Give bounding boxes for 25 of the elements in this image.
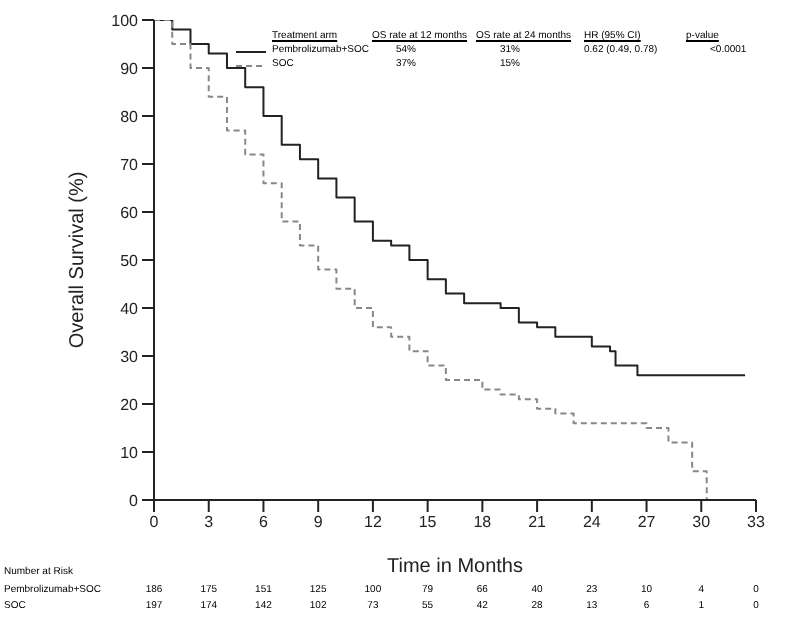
x-tick-label: 6 <box>259 513 269 532</box>
y-tick-label: 40 <box>120 299 140 318</box>
y-tick-label: 50 <box>120 251 140 270</box>
x-tick-label: 33 <box>747 513 766 532</box>
x-tick-label: 24 <box>582 513 602 532</box>
y-axis-title: Overall Survival (%) <box>67 171 90 349</box>
x-tick-label: 9 <box>313 513 324 532</box>
y-tick-label: 100 <box>111 11 140 30</box>
x-tick-label: 0 <box>149 513 160 532</box>
x-tick-label: 12 <box>364 513 383 532</box>
x-tick-label: 15 <box>418 513 438 532</box>
x-tick-label: 27 <box>637 513 657 532</box>
y-tick-label: 30 <box>120 347 140 366</box>
x-tick-label: 3 <box>204 513 215 532</box>
y-tick-label: 20 <box>120 395 140 414</box>
x-tick-label: 18 <box>473 513 493 532</box>
x-tick-label: 30 <box>692 513 712 532</box>
x-tick-label: 21 <box>528 513 548 532</box>
y-tick-label: 70 <box>120 155 140 174</box>
y-tick-label: 90 <box>120 59 140 78</box>
y-tick-label: 10 <box>120 443 140 462</box>
y-tick-label: 0 <box>129 491 140 510</box>
x-axis-title: Time in Months <box>387 556 523 578</box>
y-tick-label: 80 <box>120 107 140 126</box>
y-tick-label: 60 <box>120 203 140 222</box>
